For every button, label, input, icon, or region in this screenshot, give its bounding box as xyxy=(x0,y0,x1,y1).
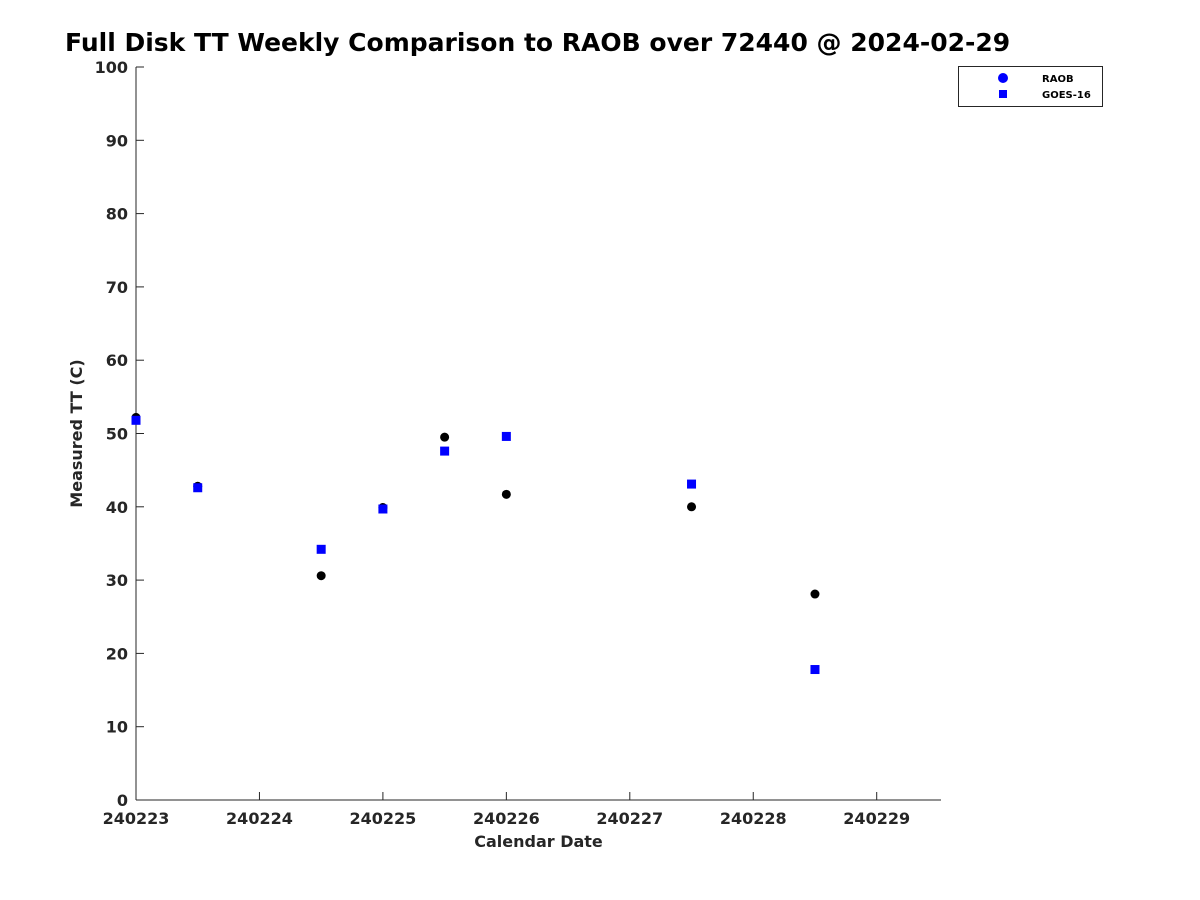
raob-point xyxy=(810,589,820,599)
y-tick-label: 20 xyxy=(106,644,128,663)
x-tick-label: 240223 xyxy=(103,809,170,828)
y-tick-label: 50 xyxy=(106,425,128,444)
legend-label: GOES-16 xyxy=(1042,90,1091,101)
series-goes-16 xyxy=(131,415,820,675)
chart-title: Full Disk TT Weekly Comparison to RAOB o… xyxy=(65,28,1011,57)
raob-point xyxy=(440,432,450,442)
y-axis-label: Measured TT (C) xyxy=(67,359,86,507)
raob-point xyxy=(687,502,697,512)
x-tick-label: 240227 xyxy=(596,809,663,828)
legend: RAOB GOES-16 xyxy=(958,66,1103,107)
goes-16-point xyxy=(316,544,326,554)
y-tick-label: 10 xyxy=(106,718,128,737)
goes-16-point xyxy=(440,446,450,456)
x-tick-label: 240225 xyxy=(350,809,417,828)
goes-16-point xyxy=(131,415,141,425)
data-points xyxy=(131,412,820,675)
y-tick-label: 100 xyxy=(95,58,128,77)
x-tick-label: 240228 xyxy=(720,809,787,828)
y-tick-label: 90 xyxy=(106,131,128,150)
y-tick-label: 70 xyxy=(106,278,128,297)
axes: 0 10 20 30 40 50 60 70 80 90 100 240223 240224 240225… xyxy=(67,58,941,851)
goes-16-point xyxy=(810,665,820,675)
y-tick-label: 60 xyxy=(106,351,128,370)
legend-marker-circle xyxy=(998,73,1008,83)
raob-point xyxy=(501,489,511,499)
goes-16-point xyxy=(193,483,203,493)
y-tick-label: 40 xyxy=(106,498,128,517)
legend-marker-square xyxy=(999,90,1007,98)
legend-label: RAOB xyxy=(1042,74,1074,85)
x-tick-label: 240229 xyxy=(843,809,910,828)
x-axis-label: Calendar Date xyxy=(474,832,603,851)
goes-16-point xyxy=(501,431,511,441)
legend-box xyxy=(958,66,1103,107)
y-tick-label: 80 xyxy=(106,205,128,224)
series-raob xyxy=(131,412,820,599)
x-tick-label: 240226 xyxy=(473,809,540,828)
x-tick-label: 240224 xyxy=(226,809,293,828)
goes-16-point xyxy=(687,479,697,489)
y-tick-label: 0 xyxy=(117,791,128,810)
raob-point xyxy=(316,571,326,581)
goes-16-point xyxy=(378,504,388,514)
y-tick-label: 30 xyxy=(106,571,128,590)
